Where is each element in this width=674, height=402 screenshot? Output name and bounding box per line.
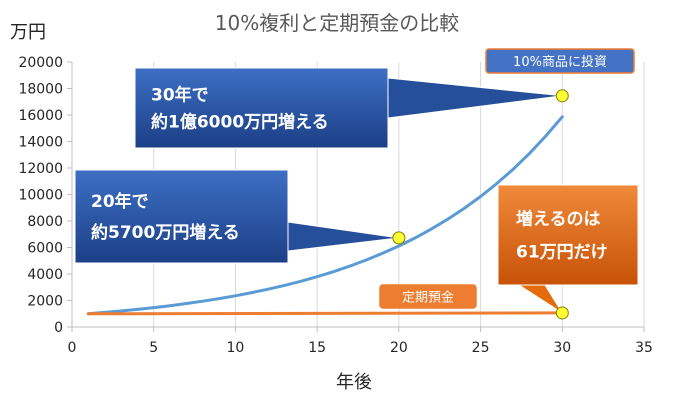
x-tick-label: 35: [635, 340, 653, 356]
callout-text-callout30-1: 約1億6000万円増える: [151, 111, 329, 132]
callout-box-callout20: [74, 169, 289, 264]
x-tick-labels: 0 5 10 15 20 25 30 35: [68, 327, 653, 356]
y-tick-label: 12000: [18, 161, 63, 177]
y-tick-label: 18000: [18, 82, 63, 98]
series-lines: [86, 115, 564, 316]
highlight-point-2: [555, 306, 569, 320]
chart-title: 10%複利と定期預金の比較: [215, 11, 459, 35]
x-tick-label: 5: [149, 340, 158, 356]
x-axis-label: 年後: [336, 372, 372, 393]
y-tick-label: 6000: [27, 241, 63, 257]
callout-box-callout30: [134, 67, 389, 149]
y-axis-label: 万円: [10, 22, 46, 43]
series-label-box-1: [379, 284, 477, 309]
callout-pointer-callout_deposit: [517, 284, 563, 314]
callout-text-callout30-0: 30年で: [151, 85, 209, 106]
callout-pointer-callout30: [387, 77, 563, 119]
series-label-box-0: [485, 48, 635, 74]
x-tick-label: 20: [390, 340, 408, 356]
series-label-text-1: 定期預金: [402, 290, 454, 306]
y-tick-label: 14000: [18, 135, 63, 151]
series-line-1: [86, 311, 564, 316]
callout-text-callout_deposit-1: 61万円だけ: [516, 243, 608, 263]
callout-text-callout_deposit-0: 増えるのは: [516, 208, 601, 229]
highlight-points: [392, 89, 569, 320]
y-tick-label: 0: [54, 320, 63, 336]
highlight-point-0: [392, 231, 406, 245]
x-tick-label: 30: [553, 340, 571, 356]
y-tick-label: 8000: [27, 214, 63, 230]
callout-pointer-callout20: [287, 221, 399, 252]
x-tick-label: 25: [472, 340, 490, 356]
y-tick-label: 20000: [18, 55, 63, 71]
x-tick-label: 0: [68, 340, 77, 356]
y-tick-labels: 0 2000 4000 6000 8000 10000 12000 14000 16000 180…: [18, 55, 72, 336]
series-label-text-0: 10%商品に投資: [513, 54, 607, 70]
callout-box-callout_deposit: [497, 184, 639, 286]
series-line-0: [86, 115, 564, 316]
y-tick-label: 2000: [27, 294, 63, 310]
x-tick-label: 15: [308, 340, 326, 356]
highlight-point-1: [555, 89, 569, 103]
callout-text-callout20-1: 約5700万円増える: [91, 222, 240, 243]
y-tick-label: 10000: [18, 188, 63, 204]
y-tick-label: 16000: [18, 108, 63, 124]
callout-text-callout20-0: 20年で: [91, 191, 149, 212]
y-tick-label: 4000: [27, 267, 63, 283]
x-tick-label: 10: [227, 340, 245, 356]
